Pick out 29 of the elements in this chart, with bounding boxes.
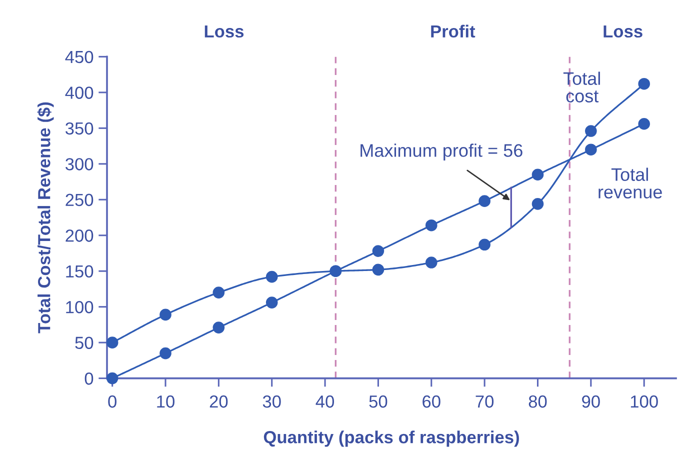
x-tick-label: 10 [157,395,174,408]
y-tick-label: 400 [65,86,94,99]
y-axis-title: Total Cost/Total Revenue ($) [37,102,54,334]
y-tick-label: 250 [66,194,94,206]
x-tick-label: 100 [630,395,658,408]
y-tick-label: 450 [65,50,94,64]
x-tick-label: 70 [476,395,494,408]
text: Profit [431,24,476,38]
x-axis-title: Quantity (packs of raspberries) [264,430,519,447]
text: Loss [204,25,244,38]
text: Loss [604,25,642,38]
annotation: Maximum profit = 56 [360,144,522,160]
x-tick-label: 90 [582,395,600,408]
y-tick-label: 150 [66,265,94,278]
x-tick-label: 80 [528,395,547,408]
y-tick-label: 350 [66,122,94,135]
x-tick-label: 20 [210,395,228,408]
x-tick-label: 60 [422,395,440,408]
y-tick-label: 0 [84,372,94,385]
y-tick-label: 100 [66,301,94,314]
x-tick-label: 40 [316,395,334,408]
y-tick-label: 300 [66,158,94,170]
x-tick-label: 0 [108,395,116,408]
x-tick-label: 50 [369,395,388,408]
x-tick-label: 30 [262,395,281,408]
series-label: Total cost [563,72,600,102]
y-tick-label: 200 [66,230,94,242]
series-label: Total revenue [598,168,662,198]
y-tick-label: 50 [75,336,94,350]
